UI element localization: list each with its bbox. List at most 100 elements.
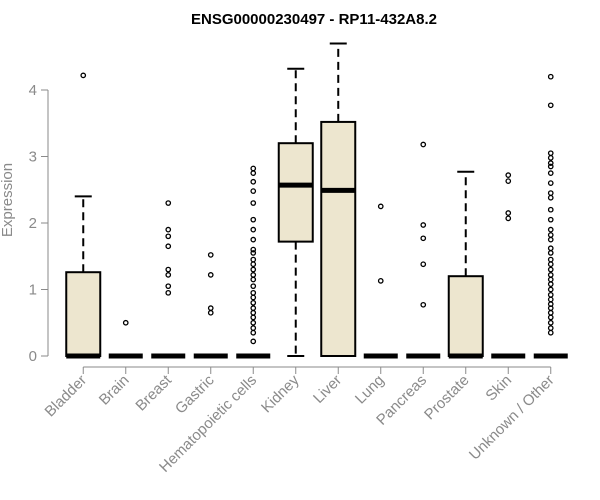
outlier-point [80,72,87,79]
outlier-point [547,276,554,283]
outlier-point [250,236,257,243]
box-group [447,170,484,359]
outlier-point [250,294,257,301]
box-iqr [65,271,102,357]
outlier-point [250,246,257,253]
x-tick-label: Liver [310,372,345,407]
outlier-point [505,178,512,184]
outlier-point [165,226,172,233]
outlier-point [250,250,257,256]
outlier-point [250,178,257,185]
outlier-point [547,206,554,213]
x-tick-label: Lung [352,372,388,408]
chart-title: ENSG00000230497 - RP11-432A8.2 [191,11,437,28]
box-iqr [447,275,484,358]
outlier-point [547,309,554,316]
outlier-point [505,172,512,178]
outlier-point [547,232,554,238]
outlier-point [547,272,554,278]
x-tick-label: Breast [132,371,175,414]
y-axis: 0 1 2 3 4 [29,82,49,365]
outlier-point [250,261,257,268]
y-tick-label: 0 [29,348,37,365]
x-tick-label: Brain [96,372,133,409]
outlier-point [165,200,172,206]
outlier-point [547,154,554,161]
outlier-point [250,305,257,311]
outlier-point [420,141,427,148]
outlier-point [207,252,214,258]
box-group [193,252,228,359]
outlier-point [165,243,172,250]
y-tick-label: 1 [29,282,37,299]
x-tick-label: Prostate [421,372,473,424]
outlier-point [547,226,554,233]
x-tick-label: Bladder [41,372,90,421]
outlier-point [420,222,427,228]
outlier-point [547,281,554,288]
box-group [236,165,271,359]
outlier-point [250,226,257,233]
outlier-point [250,314,257,321]
outlier-point [547,329,554,336]
outlier-point [250,272,257,278]
y-axis-label: Expression [0,163,16,237]
outlier-point [250,299,257,306]
y-tick-label: 3 [29,149,37,166]
outlier-point [547,325,554,331]
outlier-point [547,314,554,321]
outlier-point [547,319,554,326]
outlier-point [207,305,214,311]
outlier-point [207,272,214,278]
outlier-point [547,291,554,298]
box-group [491,172,526,359]
box-group [363,203,398,359]
outlier-point [250,338,257,345]
outlier-point [250,170,257,176]
box-group [320,42,357,357]
outlier-point [165,289,172,296]
outlier-point [547,163,554,170]
outlier-point [207,309,214,316]
outlier-point [250,216,257,223]
outlier-point [165,233,172,240]
outlier-point [420,301,427,308]
outlier-point [547,73,554,80]
outlier-point [250,329,257,336]
outlier-point [547,150,554,157]
box-iqr [277,142,314,243]
outlier-point [547,296,554,303]
y-tick-label: 2 [29,215,37,232]
outlier-point [250,276,257,283]
outlier-point [420,235,427,242]
outlier-point [250,283,257,290]
x-tick-label: Kidney [258,371,303,416]
outlier-point [547,266,554,273]
x-tick-label: Skin [482,372,515,405]
outlier-point [250,289,257,296]
box-group [108,319,143,359]
box-iqr [320,120,357,357]
box-group [406,141,441,359]
outlier-point [547,216,554,223]
outlier-point [547,102,554,109]
outlier-point [250,200,257,206]
outlier-point [547,261,554,268]
outlier-point [505,215,512,222]
outlier-point [165,266,172,273]
box-group [277,67,314,357]
outlier-point [250,165,257,172]
outlier-point [547,256,554,263]
box-group [151,200,186,359]
outlier-point [377,203,384,210]
outlier-point [547,190,554,196]
box-group [65,72,102,359]
outlier-point [250,319,257,326]
outlier-point [547,286,554,293]
outlier-point [547,250,554,256]
box-group [533,73,568,359]
outlier-point [250,309,257,316]
outlier-point [547,194,554,201]
